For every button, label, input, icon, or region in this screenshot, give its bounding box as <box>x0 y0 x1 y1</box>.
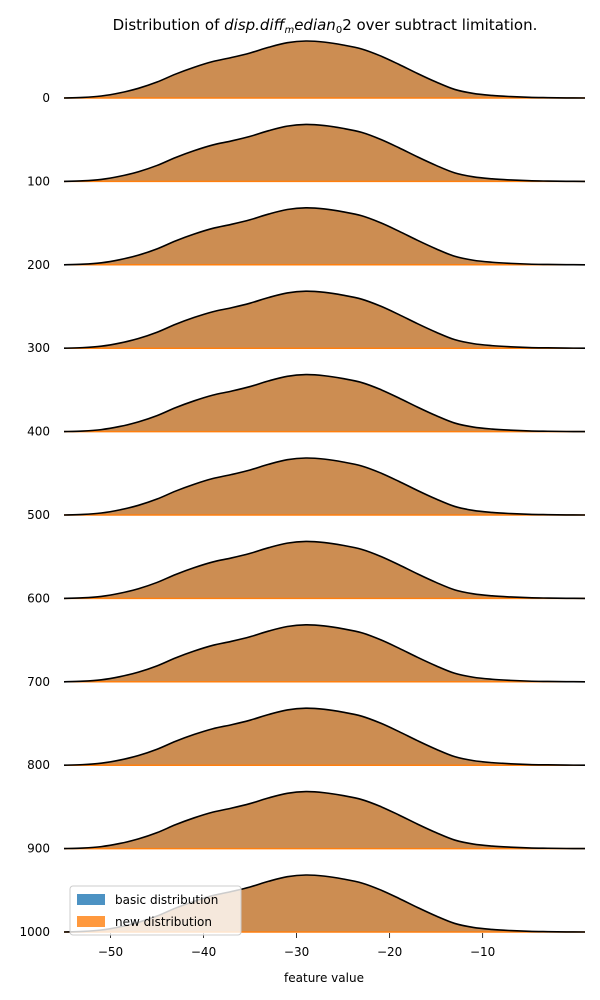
x-tick-label-2: −30 <box>284 945 309 959</box>
ridge-900 <box>63 790 586 850</box>
legend-label-basic: basic distribution <box>115 893 218 907</box>
y-tick-label-700: 700 <box>27 675 50 689</box>
x-tick-label-4: −10 <box>470 945 495 959</box>
y-tick-label-900: 900 <box>27 842 50 856</box>
x-axis-label: feature value <box>284 971 364 985</box>
ridge-700 <box>63 623 586 683</box>
ridge-outline-400 <box>63 373 586 433</box>
y-tick-label-0: 0 <box>42 91 50 105</box>
ridge-outline-200 <box>63 206 586 266</box>
ridge-area-700 <box>64 624 585 682</box>
ridge-100 <box>63 123 586 183</box>
y-tick-label-500: 500 <box>27 508 50 522</box>
ridge-area-200 <box>64 207 585 265</box>
ridge-area-300 <box>64 291 585 349</box>
ridge-area-100 <box>64 124 585 182</box>
ridges-group <box>63 40 586 933</box>
legend-swatch-basic <box>77 894 105 905</box>
ridge-600 <box>63 540 586 600</box>
legend-label-new: new distribution <box>115 915 212 929</box>
y-tick-label-100: 100 <box>27 174 50 188</box>
ridge-500 <box>63 457 586 516</box>
y-tick-label-400: 400 <box>27 425 50 439</box>
y-tick-label-300: 300 <box>27 341 50 355</box>
x-axis: −50 −40 −30 −20 −10 <box>98 933 495 959</box>
ridge-200 <box>63 206 586 266</box>
ridge-area-0 <box>64 40 585 98</box>
ridge-outline-300 <box>63 290 586 349</box>
ridge-300 <box>63 290 586 349</box>
y-tick-labels: 0 100 200 300 400 500 600 700 800 900 1000 <box>19 91 50 939</box>
legend: basic distribution new distribution <box>69 885 242 936</box>
ridge-0 <box>63 40 586 99</box>
x-tick-label-0: −50 <box>98 945 123 959</box>
ridge-400 <box>63 373 586 433</box>
ridge-outline-0 <box>63 40 586 99</box>
ridge-outline-900 <box>63 790 586 850</box>
y-tick-label-800: 800 <box>27 758 50 772</box>
ridge-area-600 <box>64 541 585 599</box>
x-tick-label-3: −20 <box>377 945 402 959</box>
ridge-area-800 <box>64 708 585 766</box>
y-tick-label-1000: 1000 <box>19 925 50 939</box>
ridge-outline-800 <box>63 707 586 766</box>
ridge-outline-600 <box>63 540 586 600</box>
ridge-outline-500 <box>63 457 586 516</box>
y-tick-label-200: 200 <box>27 258 50 272</box>
ridge-800 <box>63 707 586 766</box>
ridge-outline-700 <box>63 623 586 683</box>
y-tick-label-600: 600 <box>27 591 50 605</box>
chart-title: Distribution of disp.diffmedian02 over s… <box>113 16 538 36</box>
ridge-outline-100 <box>63 123 586 183</box>
ridge-area-400 <box>64 374 585 432</box>
ridge-area-900 <box>64 791 585 849</box>
x-tick-label-1: −40 <box>191 945 216 959</box>
legend-frame <box>69 885 242 936</box>
ridge-area-500 <box>64 457 585 515</box>
legend-swatch-new <box>77 916 105 927</box>
